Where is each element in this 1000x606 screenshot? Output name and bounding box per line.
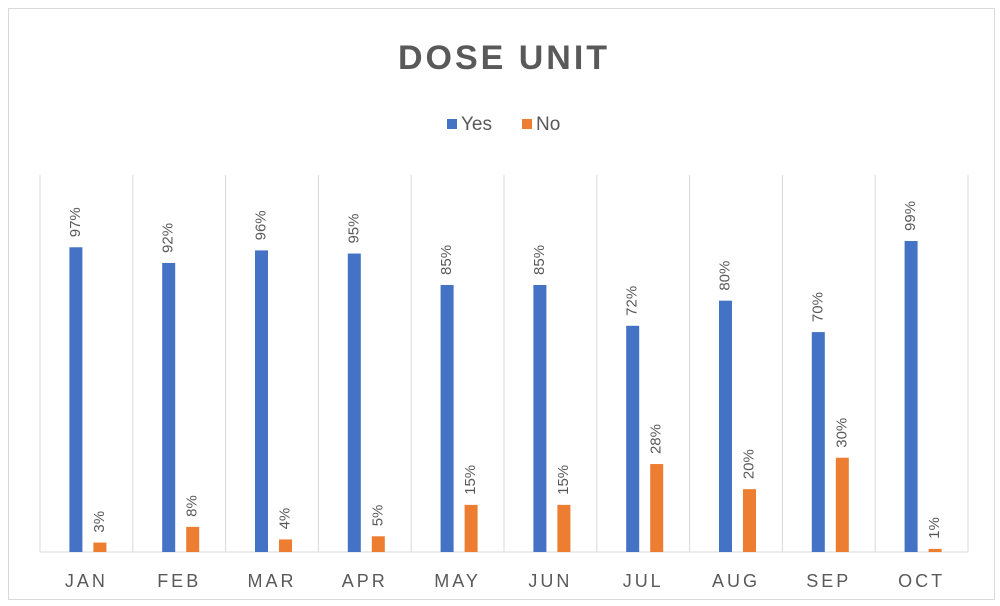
x-tick-label: MAR (248, 571, 297, 591)
data-label: 80% (716, 261, 733, 291)
data-label: 5% (369, 505, 386, 527)
x-tick-label: OCT (898, 571, 945, 591)
data-label: 96% (252, 210, 269, 240)
x-tick-label: APR (342, 571, 388, 591)
data-label: 28% (648, 424, 665, 454)
bar (835, 457, 849, 552)
bar (557, 504, 571, 552)
data-label: 85% (438, 245, 455, 275)
data-label: 4% (276, 508, 293, 530)
data-label: 92% (160, 223, 177, 253)
x-tick-label: MAY (434, 571, 481, 591)
data-label: 15% (462, 465, 479, 495)
data-label: 72% (624, 286, 641, 316)
data-label: 8% (184, 495, 201, 517)
bar (811, 332, 825, 552)
legend-swatch (522, 119, 532, 129)
bar (69, 247, 83, 552)
bar (650, 464, 664, 552)
bar (93, 542, 107, 552)
data-label: 15% (555, 465, 572, 495)
bar (904, 240, 918, 552)
legend-label: Yes (461, 114, 492, 135)
bar (371, 536, 385, 552)
bar (255, 250, 268, 552)
bar (533, 284, 547, 552)
x-tick-label: JAN (65, 571, 108, 591)
x-tick-label: SEP (806, 571, 851, 591)
bar (928, 548, 942, 552)
bar (347, 253, 361, 552)
bar (743, 489, 756, 552)
data-label: 99% (902, 201, 919, 231)
chart-title: DOSE UNIT (398, 39, 610, 77)
x-tick-label: JUN (528, 571, 572, 591)
bar (464, 504, 478, 552)
x-tick-label: AUG (712, 571, 760, 591)
x-tick-label: FEB (157, 571, 201, 591)
data-label: 30% (833, 418, 850, 448)
data-label: 3% (91, 511, 108, 533)
bar (626, 325, 640, 552)
data-label: 1% (926, 517, 943, 539)
x-tick-label: JUL (623, 571, 664, 591)
data-label: 85% (531, 245, 548, 275)
bar (279, 539, 292, 552)
data-label: 70% (809, 292, 826, 322)
legend-swatch (447, 119, 457, 129)
bar (162, 262, 176, 552)
legend-label: No (536, 114, 560, 135)
data-label: 97% (67, 207, 84, 237)
data-label: 20% (740, 449, 757, 479)
bar (719, 300, 732, 552)
bar (440, 284, 454, 552)
data-label: 95% (345, 214, 362, 244)
bar (186, 526, 200, 552)
